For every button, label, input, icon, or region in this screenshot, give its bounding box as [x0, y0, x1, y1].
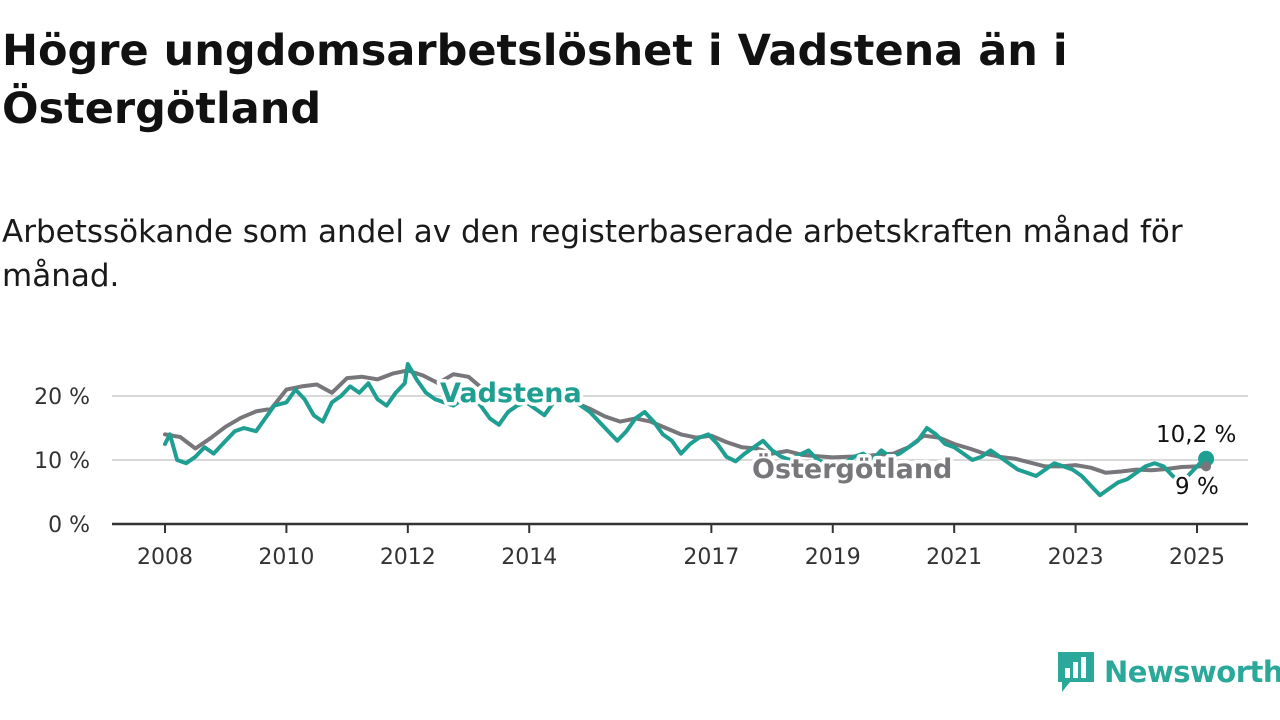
newsworthy-logo[interactable]: Newsworthy	[1058, 652, 1280, 692]
x-tick-label: 2025	[1169, 545, 1225, 570]
x-tick-label: 2023	[1048, 545, 1104, 570]
x-tick-label: 2019	[805, 545, 861, 570]
brand-name: Newsworthy	[1104, 655, 1280, 689]
x-tick-label: 2008	[137, 545, 193, 570]
x-tick-label: 2021	[926, 545, 982, 570]
y-axis: 0 % 10 % 20 %	[34, 385, 90, 538]
end-point-vadstena	[1198, 450, 1215, 467]
end-label-vadstena-halo: 10,2 %	[1156, 422, 1236, 448]
series-label-vadstena: Vadstena	[440, 378, 582, 409]
chart-title: Högre ungdomsarbetslöshet i Vadstena än …	[2, 26, 1068, 134]
y-tick-label: 10 %	[34, 449, 90, 474]
series-label-ostergotland: Östergötland	[752, 452, 952, 485]
x-tick-label: 2014	[501, 545, 557, 570]
end-point-ostergotland	[1201, 461, 1212, 472]
series-line-vadstena	[163, 362, 1209, 498]
end-label-ostergotland: 9 %	[1175, 474, 1219, 500]
series-label-vadstena-halo: Vadstena	[440, 378, 582, 409]
end-label-ostergotland-halo: 9 %	[1175, 474, 1219, 500]
x-tick-label: 2012	[380, 545, 436, 570]
x-tick-label: 2010	[258, 545, 314, 570]
chart-subtitle: Arbetssökande som andel av den registerb…	[2, 214, 1183, 294]
y-tick-label: 20 %	[34, 385, 90, 410]
y-tick-label: 0 %	[48, 513, 90, 538]
x-axis: 2008 2010 2012 2014 2017 2019 2021 2023 2025	[112, 522, 1248, 570]
series-line-stergtland	[163, 368, 1209, 475]
label-layer: VadstenaVadstenaÖstergötlandÖstergötland…	[437, 375, 1240, 504]
line-chart: 0 % 10 % 20 % 2008 2010 2012 2014 2017 2019 2021…	[34, 362, 1248, 570]
end-label-vadstena: 10,2 %	[1156, 422, 1236, 448]
series-label-ostergotland-halo: Östergötland	[752, 452, 952, 485]
series-layer	[163, 362, 1209, 498]
newsworthy-logo-icon	[1058, 652, 1094, 692]
x-tick-label: 2017	[683, 545, 739, 570]
